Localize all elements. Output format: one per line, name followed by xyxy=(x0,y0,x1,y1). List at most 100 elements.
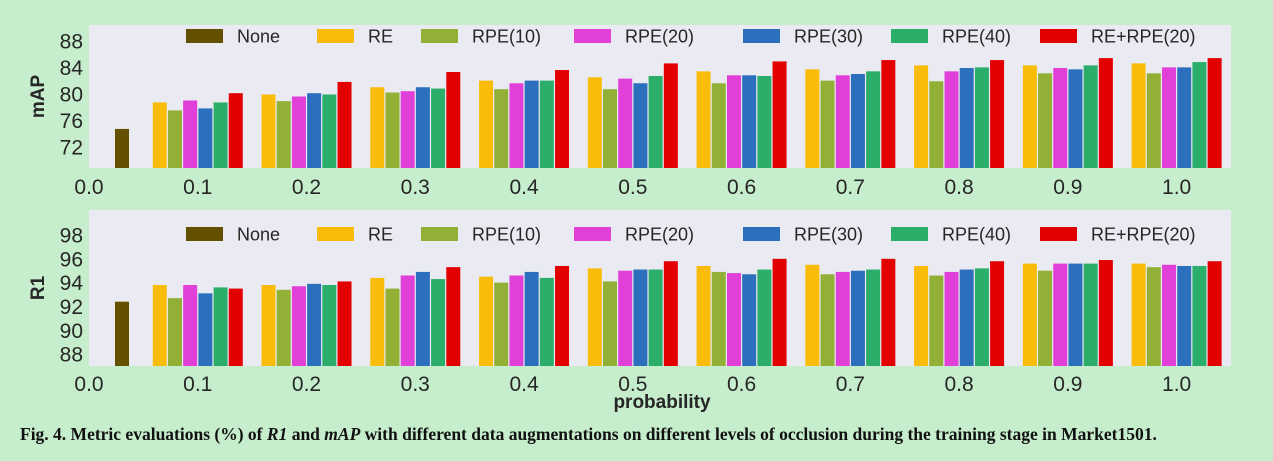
caption-mid: and xyxy=(287,424,325,444)
bar-rpe-40 xyxy=(431,88,446,168)
bar-rpe-10 xyxy=(276,101,291,168)
bar-re xyxy=(914,265,929,366)
bar-rpe-10 xyxy=(711,83,726,168)
bar-rpe-30 xyxy=(850,73,865,168)
bar-rpe-40 xyxy=(539,80,554,168)
x-tick-label: 0.2 xyxy=(292,373,321,396)
x-tick-label: 0.7 xyxy=(836,373,865,396)
legend-label: RPE(10) xyxy=(472,27,541,47)
legend-label: None xyxy=(237,225,280,245)
bar-re-rpe-20 xyxy=(663,261,678,366)
bar-re-rpe-20 xyxy=(881,258,896,366)
legend-patch xyxy=(317,227,354,241)
bar-rpe-20 xyxy=(291,286,306,366)
bar-re xyxy=(805,264,820,366)
x-tick-label: 0.0 xyxy=(74,176,103,199)
bar-rpe-20 xyxy=(400,275,415,366)
bar-rpe-10 xyxy=(1038,270,1053,366)
legend-label: RE xyxy=(368,27,393,47)
bar-re xyxy=(914,65,929,168)
map-chart-panel: 72 76 80 84 88 mAP 0.0 0.1 0.2 0.3 0.4 0.5 0.6 0.7 0.8… xyxy=(28,25,1231,199)
legend-label: RPE(10) xyxy=(472,225,541,245)
bar-re-rpe-20 xyxy=(337,281,352,366)
bar-re-rpe-20 xyxy=(663,63,678,168)
x-tick-label: 0.7 xyxy=(836,176,865,199)
legend-label: RE+RPE(20) xyxy=(1091,27,1196,47)
bar-rpe-40 xyxy=(757,75,772,168)
bar-rpe-40 xyxy=(1083,263,1098,366)
bar-rpe-20 xyxy=(944,271,959,366)
x-tick-label: 0.1 xyxy=(183,373,212,396)
legend-label: None xyxy=(237,27,280,47)
x-tick-label: 0.0 xyxy=(74,373,103,396)
bar-rpe-30 xyxy=(307,283,322,366)
caption-suffix: with different data augmentations on dif… xyxy=(360,424,1157,444)
legend-label: RE xyxy=(368,225,393,245)
bar-rpe-40 xyxy=(1192,265,1207,366)
bar-rpe-10 xyxy=(276,289,291,366)
bar-rpe-40 xyxy=(1083,65,1098,168)
y-tick-label: 80 xyxy=(60,83,83,106)
legend-patch xyxy=(1040,227,1077,241)
y-tick-label: 96 xyxy=(60,248,83,271)
bar-rpe-30 xyxy=(633,83,648,168)
bar-rpe-40 xyxy=(974,268,989,366)
bar-rpe-40 xyxy=(213,102,228,168)
bar-rpe-10 xyxy=(1146,73,1161,168)
y-axis-label: R1 xyxy=(28,275,49,300)
legend-patch xyxy=(186,227,223,241)
bar-rpe-20 xyxy=(618,78,633,168)
bar-rpe-10 xyxy=(494,89,509,168)
y-tick-label: 76 xyxy=(60,110,83,133)
legend-patch xyxy=(186,29,223,43)
bar-rpe-40 xyxy=(757,269,772,366)
bar-rpe-30 xyxy=(198,293,213,366)
bar-rpe-40 xyxy=(974,67,989,168)
bar-re-rpe-20 xyxy=(881,60,896,168)
x-tick-label: 1.0 xyxy=(1162,373,1191,396)
bar-rpe-10 xyxy=(820,274,835,366)
bar-none xyxy=(115,128,129,168)
bar-rpe-30 xyxy=(1068,69,1083,168)
x-tick-label: 0.9 xyxy=(1053,176,1082,199)
bar-rpe-20 xyxy=(291,96,306,168)
x-tick-label: 0.5 xyxy=(618,176,647,199)
legend-patch xyxy=(891,29,928,43)
bar-re xyxy=(479,80,494,168)
bar-rpe-30 xyxy=(1068,263,1083,366)
bar-rpe-20 xyxy=(1053,263,1068,366)
legend-label: RPE(40) xyxy=(942,27,1011,47)
x-tick-label: 0.1 xyxy=(183,176,212,199)
bar-re xyxy=(696,71,711,168)
bar-re-rpe-20 xyxy=(990,261,1005,366)
bar-re-rpe-20 xyxy=(555,70,570,168)
bar-rpe-40 xyxy=(539,277,554,366)
bar-re xyxy=(696,265,711,366)
legend-patch xyxy=(574,29,611,43)
bar-rpe-20 xyxy=(835,75,850,168)
legend-patch xyxy=(891,227,928,241)
bar-rpe-40 xyxy=(322,285,337,366)
x-tick-label: 0.6 xyxy=(727,373,756,396)
bar-rpe-10 xyxy=(711,271,726,366)
legend-patch xyxy=(1040,29,1077,43)
bar-rpe-10 xyxy=(167,110,182,168)
legend-label: RPE(30) xyxy=(794,225,863,245)
bar-rpe-10 xyxy=(929,275,944,366)
bar-rpe-30 xyxy=(850,270,865,366)
y-tick-label: 88 xyxy=(60,344,83,367)
bar-rpe-20 xyxy=(944,71,959,168)
bar-rpe-20 xyxy=(1162,264,1177,366)
bar-rpe-40 xyxy=(431,279,446,366)
bar-rpe-20 xyxy=(1162,67,1177,168)
bar-rpe-30 xyxy=(959,68,974,168)
legend-patch xyxy=(421,227,458,241)
bar-re-rpe-20 xyxy=(990,60,1005,168)
bar-rpe-30 xyxy=(198,108,213,168)
bar-re xyxy=(370,87,385,168)
x-tick-label: 1.0 xyxy=(1162,176,1191,199)
bar-rpe-40 xyxy=(1192,62,1207,168)
y-tick-label: 84 xyxy=(60,57,84,80)
